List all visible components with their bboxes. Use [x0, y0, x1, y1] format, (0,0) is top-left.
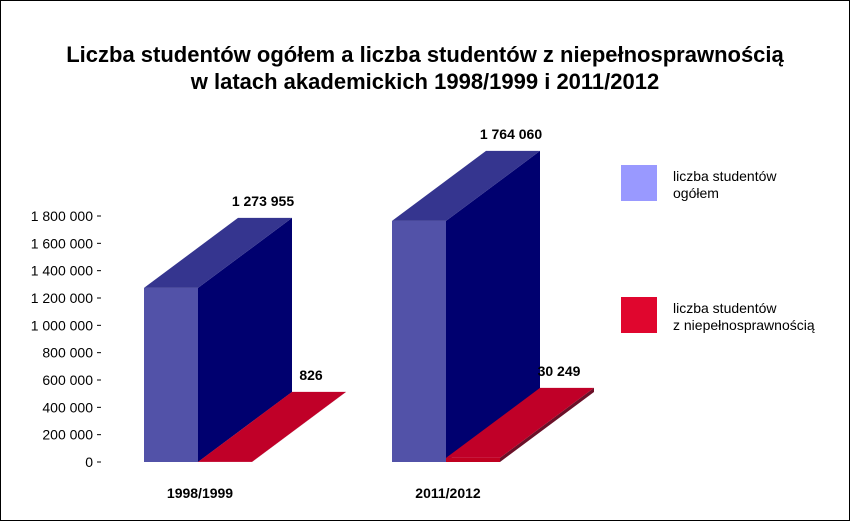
data-labels: 1 273 955 826 1 764 060 30 249 [232, 126, 581, 383]
y-tick-label: 400 000 [42, 399, 93, 415]
y-tick-label: 1 400 000 [31, 263, 93, 279]
legend-label-total-line-1: liczba studentów [673, 168, 777, 184]
bar-disabled-0-side [252, 391, 346, 462]
y-tick-label: 200 000 [42, 427, 93, 443]
legend-swatch-disabled [621, 297, 657, 333]
chart-title-line-2: w latach akademickich 1998/1999 i 2011/2… [190, 69, 660, 94]
bar-disabled-1 [446, 387, 594, 462]
bar-total-1-side [446, 150, 540, 462]
data-label-total: 1 764 060 [480, 126, 542, 142]
x-category-label: 1998/1999 [167, 485, 233, 501]
y-tick-label: 0 [85, 454, 93, 470]
bar-disabled-1-side [500, 387, 594, 462]
y-tick-label: 1 200 000 [31, 290, 93, 306]
bar-total-1 [392, 150, 540, 462]
legend-label-disabled: liczba studentów z niepełnosprawnością [673, 300, 815, 334]
bar-disabled-1-front [446, 457, 500, 462]
y-tick-label: 1 600 000 [31, 235, 93, 251]
legend-label-total-line-2: ogółem [673, 185, 719, 201]
bars [144, 150, 594, 462]
y-tick-label: 600 000 [42, 372, 93, 388]
y-axis: 0 200 000 400 000 600 000 800 000 1 000 000 1 … [31, 208, 101, 470]
data-label-disabled: 30 249 [538, 363, 581, 379]
data-label-total: 1 273 955 [232, 193, 294, 209]
y-tick-label: 800 000 [42, 345, 93, 361]
bar-total-0 [144, 217, 292, 462]
legend-label-disabled-line-1: liczba studentów [673, 300, 777, 316]
bar-total-1-top [392, 150, 540, 221]
bar-total-1-front [392, 220, 446, 462]
chart-title-line-1: Liczba studentów ogółem a liczba student… [66, 42, 784, 67]
legend-label-total: liczba studentów ogółem [673, 168, 777, 202]
y-tick-label: 1 000 000 [31, 317, 93, 333]
x-axis-labels: 1998/1999 2011/2012 [167, 485, 481, 501]
x-category-label: 2011/2012 [415, 485, 481, 501]
bar-disabled-0 [198, 391, 346, 462]
legend-label-disabled-line-2: z niepełnosprawnością [673, 317, 815, 333]
bar-disabled-1-top [446, 387, 594, 458]
bar-total-0-side [198, 217, 292, 462]
bar-total-0-front [144, 287, 198, 462]
bar-disabled-0-top [198, 391, 346, 462]
data-label-disabled: 826 [299, 367, 323, 383]
legend-swatch-total [621, 165, 657, 201]
y-tick-label: 1 800 000 [31, 208, 93, 224]
chart-title: Liczba studentów ogółem a liczba student… [1, 41, 849, 95]
bar-total-0-top [144, 217, 292, 288]
